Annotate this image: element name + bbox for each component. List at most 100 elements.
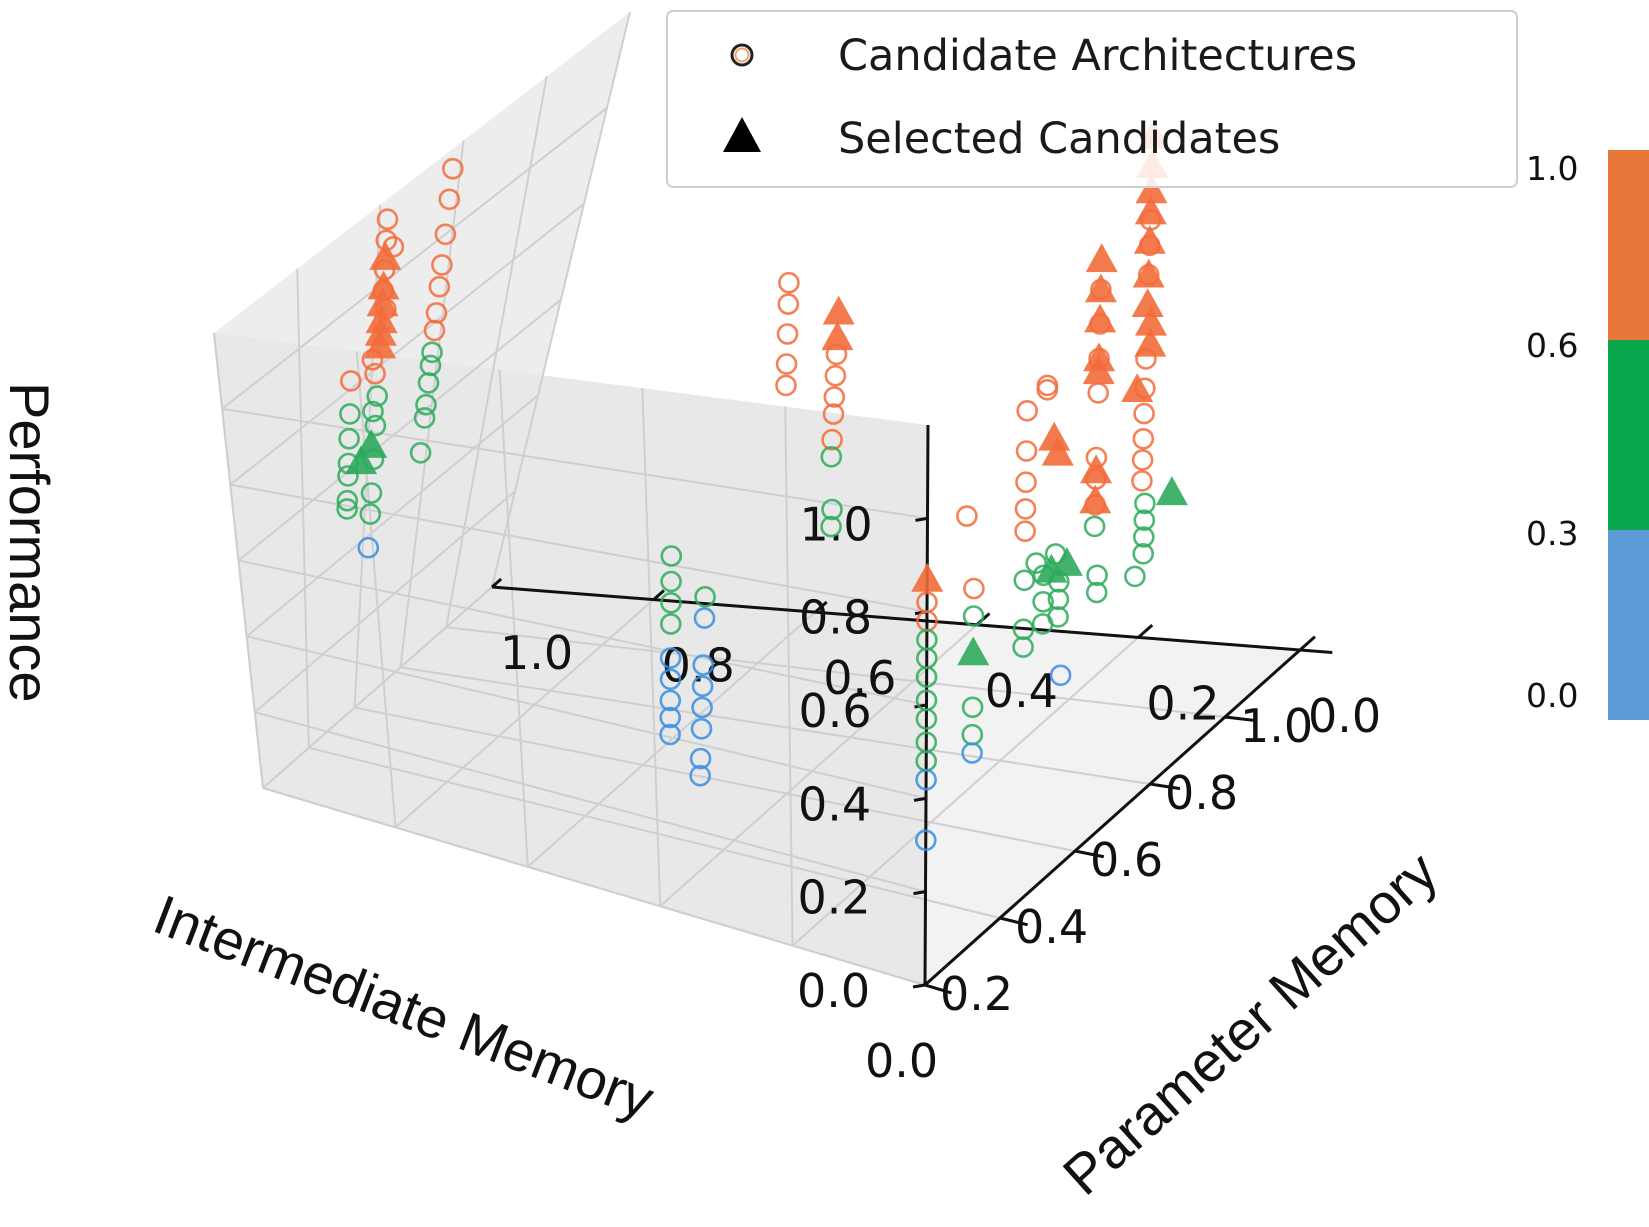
candidate-marker-24	[1012, 636, 1034, 658]
grid-floor-y-5	[262, 586, 493, 789]
candidate-marker-80	[659, 706, 682, 729]
z-tick-label-1: 0.2	[798, 871, 871, 925]
candidate-marker-84	[692, 654, 715, 676]
y-tick-label-5: 1.0	[500, 626, 573, 680]
candidate-marker-114	[434, 223, 457, 246]
candidate-marker-60	[778, 271, 800, 294]
selected-candidate-marker-28	[366, 287, 399, 317]
grid-floor-x-1	[308, 746, 1001, 919]
x-tick-label-0: 0.0	[865, 1034, 938, 1088]
candidate-marker-61	[777, 293, 800, 315]
selected-candidate-marker-7	[1084, 273, 1117, 303]
colorbar-band-mid	[1608, 340, 1649, 530]
candidate-marker-21	[1014, 520, 1036, 543]
candidate-marker-75	[660, 591, 682, 614]
selected-candidate-marker-25	[821, 321, 854, 351]
selected-candidate-marker-1	[957, 636, 990, 666]
candidate-marker-100	[364, 414, 387, 437]
candidate-marker-86	[691, 696, 713, 719]
side-wall-pane	[214, 333, 928, 985]
x-tick-mark-2	[1074, 849, 1105, 859]
x-tick-mark-1	[999, 916, 1029, 927]
candidate-marker-124	[409, 441, 432, 464]
candidate-marker-79	[659, 689, 682, 712]
candidate-marker-87	[690, 717, 713, 740]
candidate-marker-10	[914, 829, 937, 852]
colorbar-tick-2: 0.6	[1526, 326, 1578, 365]
candidate-marker-6	[915, 708, 938, 730]
colorbar-tick-4: 0.0	[1526, 676, 1578, 715]
grid-back-z-4	[229, 202, 585, 486]
candidate-marker-112	[441, 157, 464, 180]
x-axis-line	[924, 648, 1301, 987]
candidate-marker-20	[1014, 498, 1037, 520]
candidate-marker-26	[1036, 378, 1059, 401]
candidate-marker-25	[1036, 374, 1059, 397]
x-tick-label-2: 0.4	[1015, 900, 1088, 954]
candidate-marker-111	[336, 498, 358, 520]
selected-candidate-marker-16	[1134, 195, 1167, 225]
selected-candidate-marker-12	[1079, 484, 1112, 514]
candidate-marker-55	[1134, 492, 1156, 515]
selected-candidate-marker-23	[1155, 476, 1188, 506]
candidate-marker-18	[1015, 440, 1038, 462]
candidate-marker-107	[338, 427, 360, 450]
legend-label-candidates: Candidate Architectures	[838, 31, 1357, 81]
y-axis-line	[491, 585, 1301, 652]
selected-candidate-marker-19	[1131, 288, 1164, 317]
y-tick-label-3: 0.6	[823, 651, 896, 705]
colorbar-band-high	[1608, 150, 1649, 340]
candidate-marker-115	[431, 254, 453, 276]
z-tick-mark-0	[912, 983, 926, 989]
candidate-marker-67	[823, 386, 846, 408]
candidate-marker-16	[961, 742, 983, 764]
selected-candidate-marker-6	[1085, 243, 1118, 273]
candidate-marker-110	[336, 489, 359, 512]
legend-box	[666, 10, 1518, 188]
candidate-marker-83	[693, 607, 716, 629]
tick-labels: 0.00.20.40.60.81.00.00.20.40.60.81.00.00…	[500, 497, 1381, 1088]
grid-side-z-0	[262, 787, 926, 986]
colorbar: 1.0 0.6 0.3 0.0	[1526, 149, 1649, 720]
candidate-marker-54	[1131, 470, 1153, 492]
candidate-marker-63	[775, 353, 798, 375]
candidate-marker-13	[962, 605, 985, 627]
y-tick-mark-0	[1299, 635, 1316, 652]
legend-circle-marker-inner	[734, 47, 750, 63]
z-axis-title: Performance	[0, 382, 61, 703]
candidate-marker-44	[1086, 564, 1108, 587]
grid-back-z-2	[246, 394, 539, 638]
candidate-marker-14	[961, 696, 984, 719]
candidate-marker-76	[659, 613, 682, 635]
candidate-marker-85	[691, 675, 714, 698]
candidate-marker-123	[413, 407, 436, 429]
selected-candidate-marker-31	[364, 329, 397, 359]
x-tick-label-1: 0.2	[940, 967, 1013, 1021]
candidate-marker-69	[821, 428, 843, 451]
grid-lines	[213, 11, 1301, 986]
candidate-marker-56	[1133, 509, 1156, 532]
z-tick-mark-2	[913, 796, 927, 802]
candidate-marker-102	[360, 482, 383, 504]
candidate-marker-118	[423, 319, 446, 342]
selected-candidate-marker-20	[1135, 306, 1167, 336]
grid-floor-y-4	[394, 598, 655, 829]
candidate-marker-51	[1133, 402, 1155, 425]
x-tick-label-4: 0.8	[1165, 766, 1238, 820]
candidate-marker-106	[339, 403, 361, 425]
y-tick-mark-5	[491, 577, 503, 589]
candidate-marker-116	[428, 275, 451, 298]
candidate-marker-121	[417, 372, 440, 394]
candidate-marker-74	[660, 570, 682, 593]
candidate-marker-12	[963, 577, 985, 600]
selected-candidate-marker-27	[367, 270, 400, 300]
y-tick-label-1: 0.2	[1146, 676, 1219, 730]
candidate-marker-19	[1015, 471, 1037, 494]
colorbar-tick-1: 1.0	[1526, 149, 1578, 188]
candidate-marker-52	[1132, 427, 1155, 450]
z-tick-label-3: 0.6	[799, 684, 872, 738]
candidate-marker-103	[359, 503, 382, 525]
candidate-marker-78	[659, 668, 682, 691]
selected-candidate-marker-26	[369, 241, 402, 270]
